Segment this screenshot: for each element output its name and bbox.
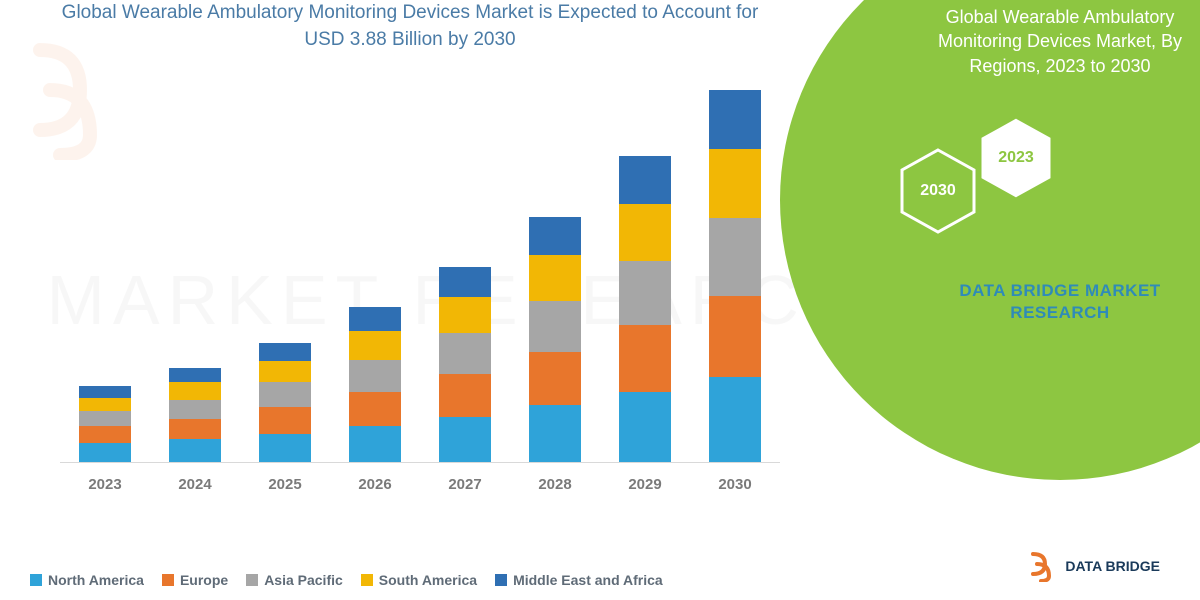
- x-axis-label: 2023: [79, 476, 131, 493]
- bar-segment: [619, 156, 671, 204]
- bar-segment: [349, 392, 401, 426]
- bar-stack: [439, 267, 491, 463]
- legend-item: South America: [361, 572, 477, 588]
- legend-swatch: [361, 574, 373, 586]
- bar-stack: [709, 90, 761, 462]
- bar-segment: [169, 439, 221, 462]
- chart-panel: Global Wearable Ambulatory Monitoring De…: [0, 0, 820, 600]
- bar-group: [349, 307, 401, 462]
- bar-segment: [529, 352, 581, 405]
- legend-item: Asia Pacific: [246, 572, 343, 588]
- bar-segment: [349, 426, 401, 462]
- bar-group: [439, 267, 491, 463]
- x-axis-label: 2030: [709, 476, 761, 493]
- chart-title: Global Wearable Ambulatory Monitoring De…: [0, 0, 820, 63]
- bar-segment: [619, 325, 671, 392]
- bar-segment: [709, 377, 761, 463]
- bar-group: [619, 156, 671, 462]
- hexagon-2030-label: 2030: [920, 182, 956, 200]
- legend-label: North America: [48, 572, 144, 588]
- bar-segment: [709, 90, 761, 149]
- bar-segment: [619, 261, 671, 326]
- footer-logo: DATA BRIDGE: [1029, 552, 1160, 582]
- legend-label: Asia Pacific: [264, 572, 343, 588]
- bar-segment: [349, 360, 401, 392]
- bar-group: [79, 386, 131, 462]
- bar-group: [169, 368, 221, 462]
- bar-segment: [709, 149, 761, 218]
- brand-text: DATA BRIDGE MARKET RESEARCH: [950, 280, 1170, 324]
- legend-swatch: [30, 574, 42, 586]
- bar-segment: [619, 204, 671, 261]
- bar-group: [259, 343, 311, 463]
- legend-item: North America: [30, 572, 144, 588]
- legend-swatch: [495, 574, 507, 586]
- bar-segment: [529, 255, 581, 301]
- right-circle-panel: Global Wearable Ambulatory Monitoring De…: [780, 0, 1200, 480]
- bar-group: [529, 217, 581, 462]
- bar-segment: [349, 331, 401, 360]
- bar-segment: [259, 361, 311, 383]
- legend-item: Europe: [162, 572, 228, 588]
- bar-segment: [259, 343, 311, 361]
- bar-segment: [259, 434, 311, 463]
- brand-line1: DATA BRIDGE MARKET: [950, 280, 1170, 302]
- bar-segment: [439, 297, 491, 333]
- bar-segment: [79, 426, 131, 443]
- bar-segment: [439, 333, 491, 374]
- bar-segment: [169, 382, 221, 399]
- bar-segment: [79, 443, 131, 462]
- footer-logo-text: DATA BRIDGE: [1065, 559, 1160, 574]
- right-panel-title: Global Wearable Ambulatory Monitoring De…: [930, 5, 1190, 78]
- x-axis-label: 2027: [439, 476, 491, 493]
- bar-segment: [529, 301, 581, 352]
- bar-stack: [619, 156, 671, 462]
- legend-item: Middle East and Africa: [495, 572, 663, 588]
- bar-segment: [79, 386, 131, 397]
- bar-segment: [439, 374, 491, 417]
- x-axis-label: 2025: [259, 476, 311, 493]
- legend-swatch: [162, 574, 174, 586]
- bar-segment: [349, 307, 401, 331]
- hexagon-2023-label: 2023: [998, 149, 1034, 167]
- bar-segment: [79, 398, 131, 411]
- bar-segment: [709, 296, 761, 377]
- hexagon-2023: 2023: [978, 115, 1054, 201]
- bar-stack: [529, 217, 581, 462]
- bar-stack: [259, 343, 311, 463]
- bar-segment: [619, 392, 671, 462]
- bar-segment: [79, 411, 131, 426]
- x-axis-label: 2024: [169, 476, 221, 493]
- bar-stack: [349, 307, 401, 462]
- bar-stack: [79, 386, 131, 462]
- x-axis-label: 2028: [529, 476, 581, 493]
- legend-label: South America: [379, 572, 477, 588]
- footer-logo-mark: [1029, 552, 1055, 582]
- legend-label: Middle East and Africa: [513, 572, 663, 588]
- chart-area: 2023 2024 2025 2026 2027 2028 2029 2030: [30, 73, 790, 503]
- bar-segment: [169, 400, 221, 419]
- bar-segment: [529, 217, 581, 255]
- bar-segment: [259, 382, 311, 407]
- legend-label: Europe: [180, 572, 228, 588]
- bar-segment: [169, 419, 221, 440]
- bars-container: [60, 83, 780, 463]
- bar-segment: [259, 407, 311, 434]
- x-axis-label: 2026: [349, 476, 401, 493]
- bar-segment: [709, 218, 761, 296]
- x-axis-label: 2029: [619, 476, 671, 493]
- x-axis-labels: 2023 2024 2025 2026 2027 2028 2029 2030: [60, 476, 780, 493]
- hexagon-2030: 2030: [900, 148, 976, 234]
- chart-legend: North America Europe Asia Pacific South Ame…: [30, 572, 810, 588]
- bar-group: [709, 90, 761, 462]
- bar-segment: [529, 405, 581, 462]
- bar-segment: [439, 417, 491, 463]
- bar-stack: [169, 368, 221, 462]
- legend-swatch: [246, 574, 258, 586]
- brand-line2: RESEARCH: [950, 302, 1170, 324]
- bar-segment: [439, 267, 491, 297]
- bar-segment: [169, 368, 221, 382]
